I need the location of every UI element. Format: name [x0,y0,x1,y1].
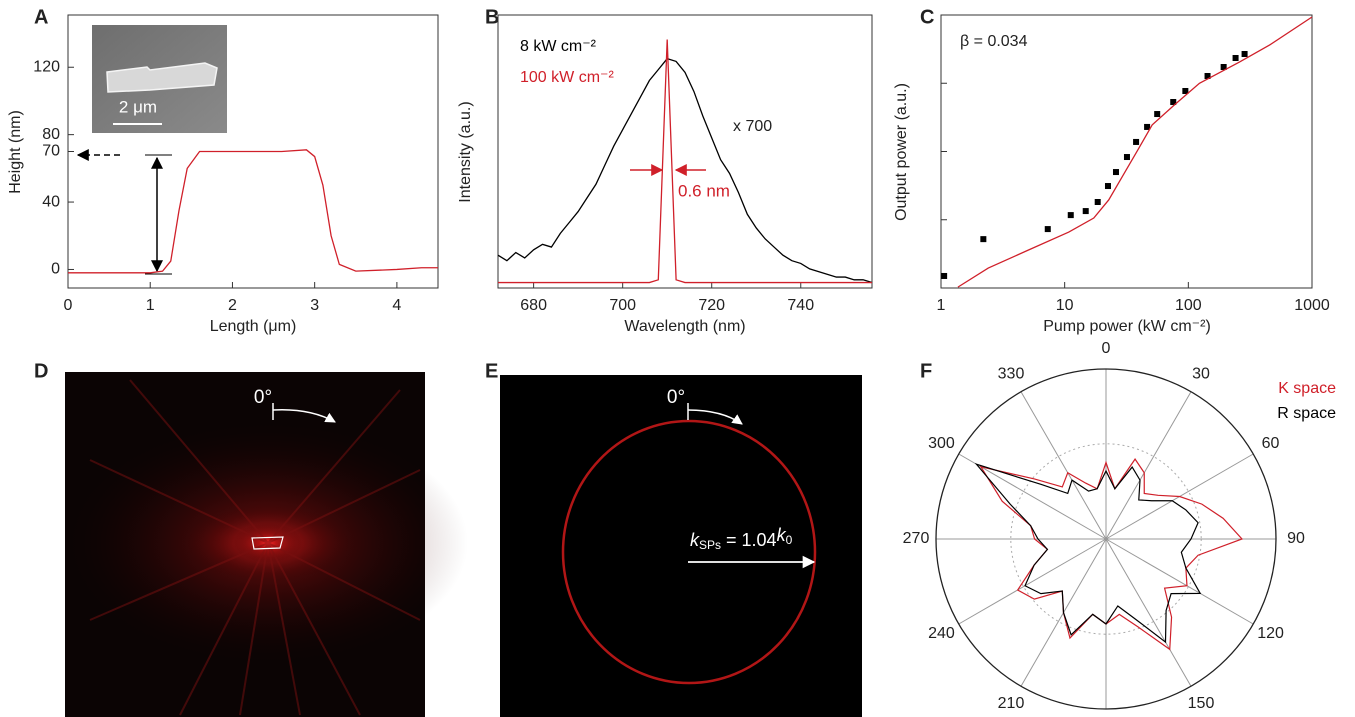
angle-label: 330 [998,366,1025,383]
x-tick-label: 100 [1175,297,1202,314]
y-tick-label: 40 [42,193,60,210]
x-tick-label: 1 [146,297,155,314]
y-tick-label: 0 [51,261,60,278]
panel-label: D [34,360,48,382]
x-tick-label: 4 [392,297,401,314]
data-line [68,149,438,274]
annotation: x 700 [733,118,772,135]
sem-inset: 2 μm [92,25,227,133]
y-tick-label: 120 [33,58,60,75]
x-tick-label: 10 [1056,297,1074,314]
annotation-part: k [777,525,787,545]
y-axis-label: Height (nm) [7,110,24,194]
annotation-part: = 1.04 [721,530,777,550]
angle-label: 240 [928,625,955,642]
data-point [1123,154,1130,161]
spoke [958,453,1107,540]
far-field-image [65,372,468,717]
annotation: β = 0.034 [960,33,1028,50]
y-axis-label: Output power (a.u.) [893,83,910,221]
data-point [1067,212,1074,219]
legend-label: 100 kW cm⁻² [520,69,614,86]
polar-frame [935,368,1277,710]
data-point [1241,50,1248,57]
x-tick-label: 1 [937,297,946,314]
panel-label: B [485,6,499,28]
angle-label: 0 [1102,340,1111,357]
data-point [1094,199,1101,206]
data-point [1133,138,1140,145]
x-tick-label: 740 [787,297,814,314]
data-point [1104,183,1111,190]
data-point [1112,169,1119,176]
x-tick-label: 720 [698,297,725,314]
data-point [1044,226,1051,233]
angle-label: 60 [1262,435,1280,452]
angle-label: 150 [1188,695,1215,712]
panel-label: C [920,6,934,28]
data-point [1220,64,1227,71]
angle-label: 30 [1192,366,1210,383]
panel-label: A [34,6,48,28]
annotation: 0° [254,387,272,408]
annotation: 0° [667,387,685,408]
data-line [498,39,872,284]
x-tick-label: 1000 [1294,297,1330,314]
k-space-image [500,375,862,717]
y-tick-label: 80 [42,126,60,143]
panel-label: E [485,360,498,382]
x-tick-label: 680 [520,297,547,314]
data-line [974,463,1202,644]
spoke [1020,391,1107,540]
data-point [1144,123,1151,130]
angle-label: 270 [903,530,930,547]
angle-label: 90 [1287,530,1305,547]
x-tick-label: 0 [64,297,73,314]
data-point [1170,99,1177,106]
annotation-part: SPs [699,538,721,552]
legend-label: R space [1277,405,1336,422]
data-point [1154,111,1161,118]
annotation: kSPs = 1.04k0 [690,525,793,552]
angle-label: 210 [998,695,1025,712]
data-line [957,16,1313,288]
x-tick-label: 2 [228,297,237,314]
x-axis-label: Wavelength (nm) [624,318,745,335]
data-point [980,236,987,243]
x-axis-label: Pump power (kW cm⁻²) [1043,318,1211,335]
data-line [497,57,873,284]
spoke [1105,538,1192,687]
scale-bar-label: 2 μm [119,97,157,116]
spoke [1105,538,1254,625]
annotation-part: k [690,530,700,550]
data-line [979,458,1244,651]
angle-label: 300 [928,435,955,452]
data-point [1232,55,1239,62]
annotation-part: 0 [786,533,793,547]
y-axis-label: Intensity (a.u.) [457,101,474,202]
data-point [941,272,948,279]
plot-frame [940,14,1313,289]
y-tick-label: 70 [42,143,60,160]
x-tick-label: 3 [310,297,319,314]
data-point [1204,73,1211,80]
spoke [1105,391,1192,540]
angle-label: 120 [1257,625,1284,642]
x-axis-label: Length (μm) [210,318,297,335]
plot-frame [497,14,873,289]
annotation: 0.6 nm [678,181,730,200]
spoke [958,538,1107,625]
data-point [1082,208,1089,215]
data-point [1182,87,1189,94]
legend-label: 8 kW cm⁻² [520,38,597,55]
panel-label: F [920,360,932,382]
legend-label: K space [1278,380,1336,397]
x-tick-label: 700 [609,297,636,314]
